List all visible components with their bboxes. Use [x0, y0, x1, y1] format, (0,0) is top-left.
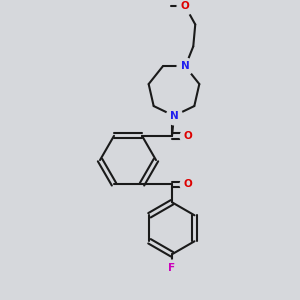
Text: O: O: [181, 2, 190, 11]
Text: F: F: [168, 263, 175, 273]
Text: O: O: [184, 131, 192, 141]
Text: N: N: [169, 111, 178, 121]
Text: N: N: [181, 61, 190, 71]
Text: O: O: [184, 179, 192, 189]
